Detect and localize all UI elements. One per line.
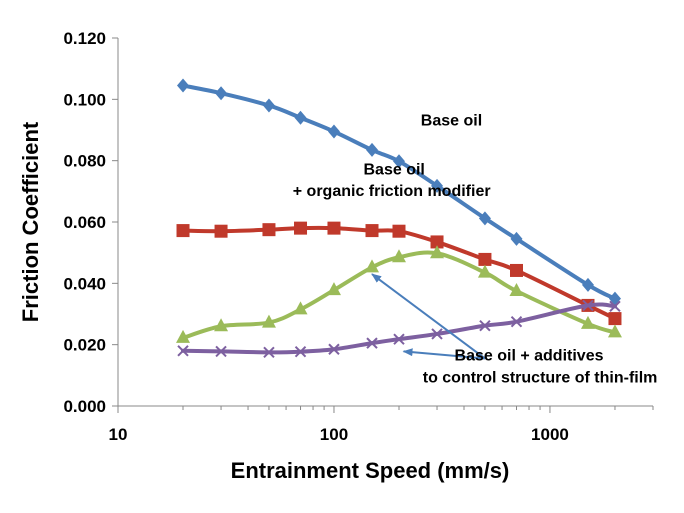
x-tick-label: 1000	[531, 425, 569, 444]
square-marker	[214, 224, 228, 238]
series-4	[177, 299, 621, 359]
x-tick-label: 100	[320, 425, 348, 444]
y-axis-title: Friction Coefficient	[18, 121, 43, 322]
triangle-marker	[607, 324, 622, 338]
diamond-marker	[510, 231, 523, 246]
x-marker	[582, 299, 594, 312]
triangle-marker	[430, 245, 445, 259]
annotation-label: Base oil	[421, 112, 482, 129]
square-marker	[327, 221, 341, 235]
diamond-marker	[431, 178, 444, 193]
x-marker	[393, 333, 405, 345]
triangle-marker	[580, 315, 595, 329]
y-tick-label: 0.120	[63, 29, 106, 48]
series-4-line	[181, 302, 617, 355]
y-tick-label: 0.020	[63, 336, 106, 355]
square-marker	[262, 223, 276, 237]
x-axis-title: Entrainment Speed (mm/s)	[231, 458, 510, 483]
triangle-marker	[214, 318, 229, 332]
triangle-marker	[365, 259, 380, 273]
annotation-arrow	[371, 273, 486, 360]
diamond-marker	[294, 110, 307, 125]
diamond-marker	[327, 124, 340, 139]
diamond-marker	[478, 211, 491, 226]
square-marker	[392, 224, 406, 238]
triangle-marker	[261, 314, 276, 328]
y-tick-label: 0.060	[63, 213, 106, 232]
x-tick-label: 10	[109, 425, 128, 444]
square-marker	[294, 221, 308, 235]
x-marker	[328, 343, 340, 355]
annotation-label: Base oil + additives	[455, 348, 604, 365]
series-3	[176, 245, 622, 343]
x-marker	[215, 345, 227, 358]
triangle-marker	[293, 301, 308, 315]
x-marker	[431, 328, 443, 340]
x-marker	[294, 346, 307, 358]
square-marker	[509, 263, 523, 277]
x-marker	[609, 300, 621, 313]
square-marker	[608, 312, 622, 326]
annotation-arrow	[402, 348, 486, 360]
diamond-marker	[177, 78, 190, 93]
triangle-marker	[509, 283, 524, 296]
square-marker	[365, 224, 379, 238]
triangle-marker	[477, 264, 492, 278]
square-marker	[176, 224, 190, 238]
y-tick-label: 0.100	[63, 90, 106, 109]
series-1	[177, 78, 621, 306]
triangle-marker	[176, 329, 191, 343]
diamond-marker	[262, 98, 275, 113]
annotation-label: Base oil	[364, 161, 425, 178]
x-marker	[510, 315, 523, 328]
triangle-marker	[391, 249, 406, 263]
diamond-marker	[608, 291, 621, 306]
y-tick-label: 0.040	[63, 274, 106, 293]
x-marker	[479, 319, 491, 332]
annotation-label: + organic friction modifier	[293, 183, 491, 200]
square-marker	[430, 235, 444, 249]
diamond-marker	[366, 142, 379, 157]
annotation-label: to control structure of thin-film	[423, 369, 658, 386]
y-tick-label: 0.080	[63, 152, 106, 171]
x-marker	[366, 337, 378, 349]
diamond-marker	[392, 154, 405, 169]
triangle-marker	[326, 282, 341, 296]
square-marker	[478, 252, 492, 266]
x-marker	[177, 345, 189, 357]
diamond-marker	[215, 86, 228, 101]
x-marker	[263, 346, 275, 359]
y-tick-label: 0.000	[63, 397, 106, 416]
diamond-marker	[581, 277, 594, 292]
